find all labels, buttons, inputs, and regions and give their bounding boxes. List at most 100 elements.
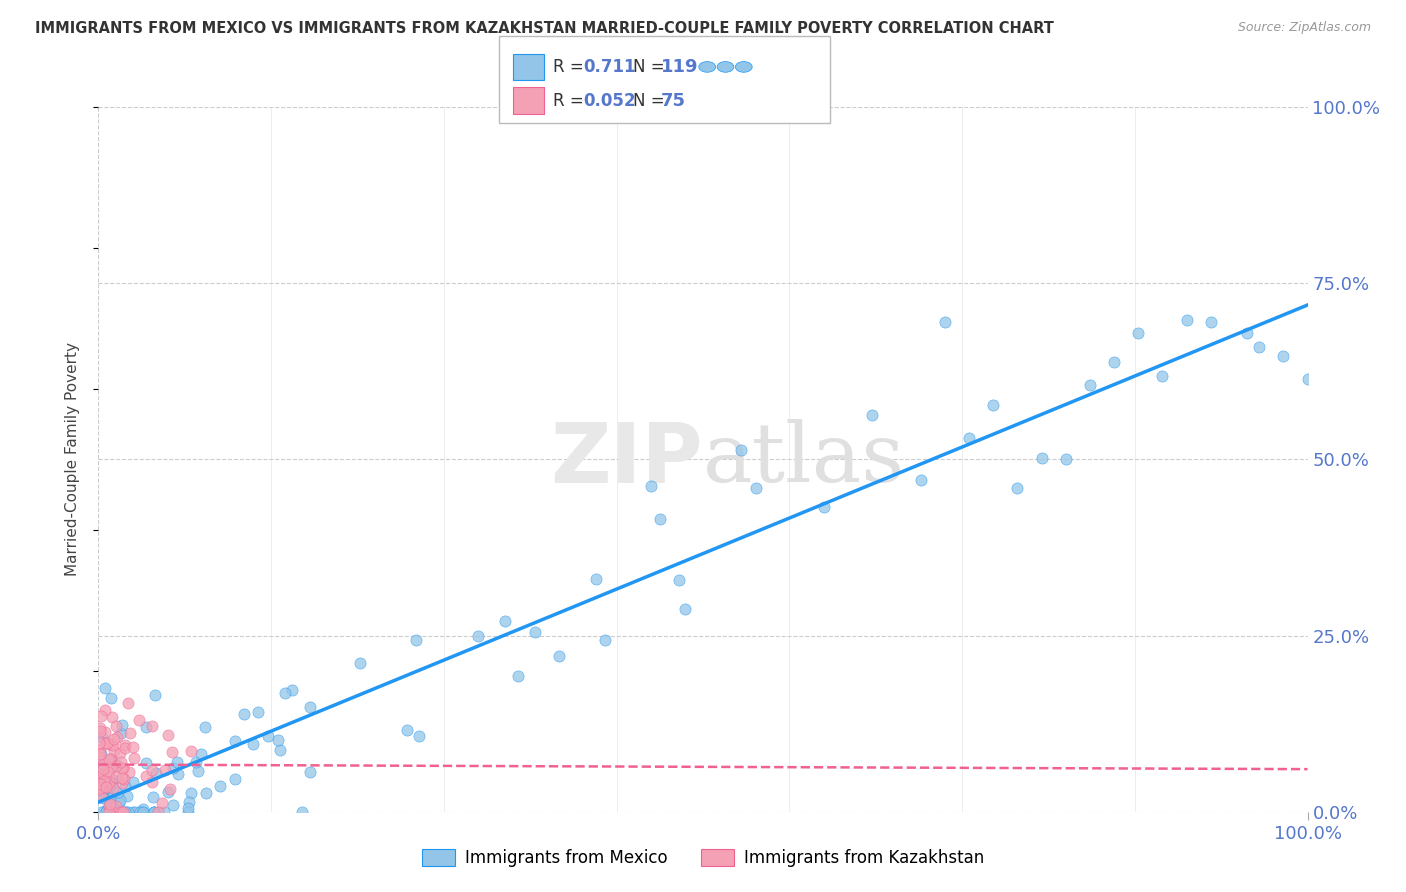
Point	[186, 755, 208, 769]
Point	[94, 736, 117, 750]
Point	[157, 785, 180, 799]
Point	[162, 798, 184, 813]
Point	[93, 681, 115, 695]
Point	[89, 777, 111, 791]
Point	[87, 736, 110, 750]
Point	[1272, 349, 1295, 363]
Point	[91, 789, 114, 804]
Point	[105, 730, 128, 744]
Point	[405, 632, 427, 647]
Point	[122, 751, 145, 765]
Point	[981, 398, 1004, 412]
Point	[89, 724, 111, 739]
Point	[153, 805, 176, 819]
Point	[467, 629, 489, 643]
Point	[104, 770, 127, 784]
Point	[1175, 313, 1198, 327]
Point	[160, 745, 183, 759]
Point	[110, 805, 132, 819]
Point	[934, 315, 956, 329]
Point	[89, 747, 111, 761]
Point	[232, 706, 254, 721]
Point	[101, 805, 124, 819]
Point	[155, 763, 177, 777]
Text: 0.052: 0.052	[583, 92, 636, 110]
Point	[94, 780, 117, 794]
Point	[96, 736, 118, 750]
Point	[143, 688, 166, 702]
Point	[107, 805, 129, 819]
Point	[146, 805, 169, 819]
Text: 0.711: 0.711	[583, 58, 636, 76]
Point	[91, 790, 114, 805]
Point	[142, 789, 165, 804]
Point	[135, 720, 157, 734]
Point	[111, 775, 134, 789]
Point	[96, 765, 118, 780]
Text: R =: R =	[553, 92, 589, 110]
Point	[91, 791, 114, 805]
Text: ZIP: ZIP	[551, 419, 703, 500]
Legend: Immigrants from Mexico, Immigrants from Kazakhstan: Immigrants from Mexico, Immigrants from …	[415, 842, 991, 874]
Point	[141, 775, 163, 789]
Point	[1249, 340, 1271, 354]
Y-axis label: Married-Couple Family Poverty: Married-Couple Family Poverty	[65, 343, 80, 576]
Point	[97, 782, 120, 797]
Point	[112, 772, 135, 787]
Point	[177, 795, 200, 809]
Point	[143, 805, 166, 819]
Point	[87, 750, 110, 764]
Point	[104, 799, 127, 814]
Point	[100, 760, 122, 774]
Point	[96, 803, 118, 817]
Point	[87, 779, 110, 793]
Point	[93, 773, 115, 788]
Point	[107, 805, 129, 819]
Point	[128, 805, 150, 819]
Point	[97, 774, 120, 789]
Point	[114, 779, 136, 793]
Point	[1031, 451, 1053, 466]
Point	[208, 779, 231, 793]
Point	[813, 500, 835, 514]
Point	[1152, 369, 1174, 384]
Point	[128, 713, 150, 727]
Text: 75: 75	[661, 92, 686, 110]
Point	[100, 776, 122, 790]
Point	[1054, 451, 1077, 466]
Point	[98, 752, 121, 766]
Point	[224, 772, 246, 787]
Point	[156, 729, 179, 743]
Point	[110, 755, 132, 769]
Point	[97, 737, 120, 751]
Point	[90, 747, 112, 762]
Point	[98, 797, 121, 811]
Text: R =: R =	[553, 58, 589, 76]
Point	[100, 691, 122, 706]
Point	[111, 718, 134, 732]
Point	[107, 785, 129, 799]
Point	[167, 766, 190, 780]
Point	[135, 769, 157, 783]
Point	[132, 802, 155, 816]
Point	[94, 805, 117, 819]
Point	[730, 442, 752, 457]
Point	[118, 765, 141, 780]
Point	[104, 759, 127, 773]
Point	[280, 683, 302, 698]
Point	[91, 780, 114, 794]
Point	[101, 805, 124, 819]
Point	[111, 805, 134, 819]
Point	[96, 788, 118, 802]
Point	[91, 762, 114, 776]
Point	[1102, 355, 1125, 369]
Point	[121, 739, 143, 754]
Point	[257, 729, 280, 743]
Text: 119: 119	[661, 58, 699, 76]
Point	[142, 805, 165, 819]
Point	[162, 761, 184, 775]
Point	[668, 573, 690, 587]
Point	[98, 791, 121, 805]
Point	[101, 709, 124, 723]
Point	[267, 733, 290, 747]
